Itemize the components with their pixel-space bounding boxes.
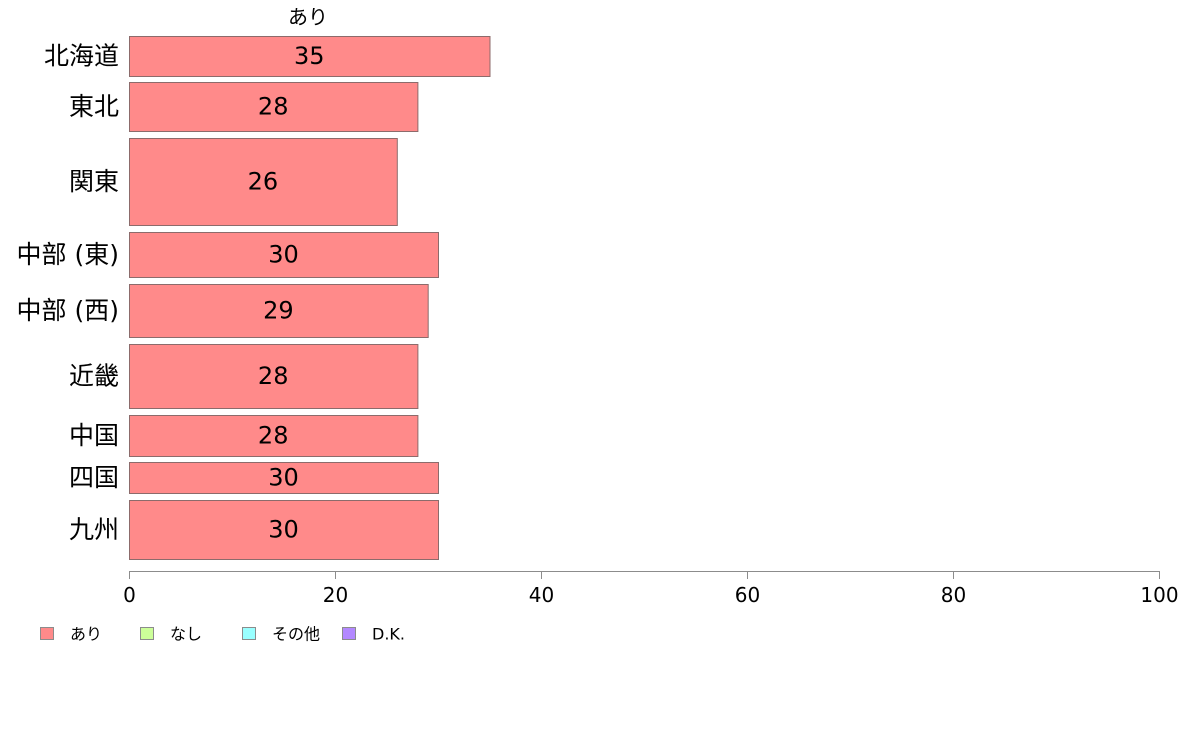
value-label: 28: [258, 362, 289, 390]
category-label: 中国: [69, 421, 119, 450]
bar-1: [129, 36, 491, 77]
x-tick-label: 20: [323, 583, 348, 607]
bar-7: [129, 415, 419, 457]
value-label: 30: [268, 464, 299, 492]
category-label: 中部 (東): [17, 240, 119, 269]
legend-label: その他: [272, 625, 320, 644]
x-tick-label: 80: [941, 583, 966, 607]
bar-9: [129, 500, 439, 560]
category-label: 中部 (西): [17, 296, 119, 325]
x-tick-label: 60: [735, 583, 760, 607]
bar-5: [129, 284, 429, 338]
x-axis: 0 20 40 60 80 100: [123, 571, 1179, 607]
bar-8: [129, 462, 439, 494]
category-label: 東北: [69, 92, 119, 121]
value-label: 35: [294, 42, 325, 70]
value-label: 30: [268, 516, 299, 544]
value-label: 30: [268, 241, 299, 269]
legend-label: なし: [170, 625, 202, 644]
category-label: 近畿: [69, 362, 119, 391]
bar-4: [129, 232, 439, 278]
x-tick-label: 40: [529, 583, 554, 607]
legend-swatch: [242, 627, 256, 640]
legend-swatch: [40, 627, 54, 640]
value-label: 26: [248, 168, 279, 196]
value-label: 29: [263, 297, 294, 325]
value-label: 28: [258, 422, 289, 450]
bar-2: [129, 82, 419, 132]
category-label: 関東: [69, 167, 119, 196]
bar-6: [129, 344, 419, 409]
bars-layer: [129, 36, 491, 560]
legend-swatch: [342, 627, 356, 640]
category-label: 九州: [69, 515, 119, 544]
x-tick-label: 0: [123, 583, 136, 607]
category-label: 北海道: [44, 42, 119, 71]
value-label: 28: [258, 93, 289, 121]
legend-swatch: [140, 627, 154, 640]
x-tick-label: 100: [1140, 583, 1178, 607]
bar-3: [129, 138, 398, 226]
category-label: 四国: [69, 463, 119, 492]
legend: あり なし その他 D.K.: [40, 625, 405, 644]
legend-label: D.K.: [372, 625, 405, 644]
chart-title: あり: [288, 5, 328, 29]
legend-label: あり: [70, 625, 102, 644]
